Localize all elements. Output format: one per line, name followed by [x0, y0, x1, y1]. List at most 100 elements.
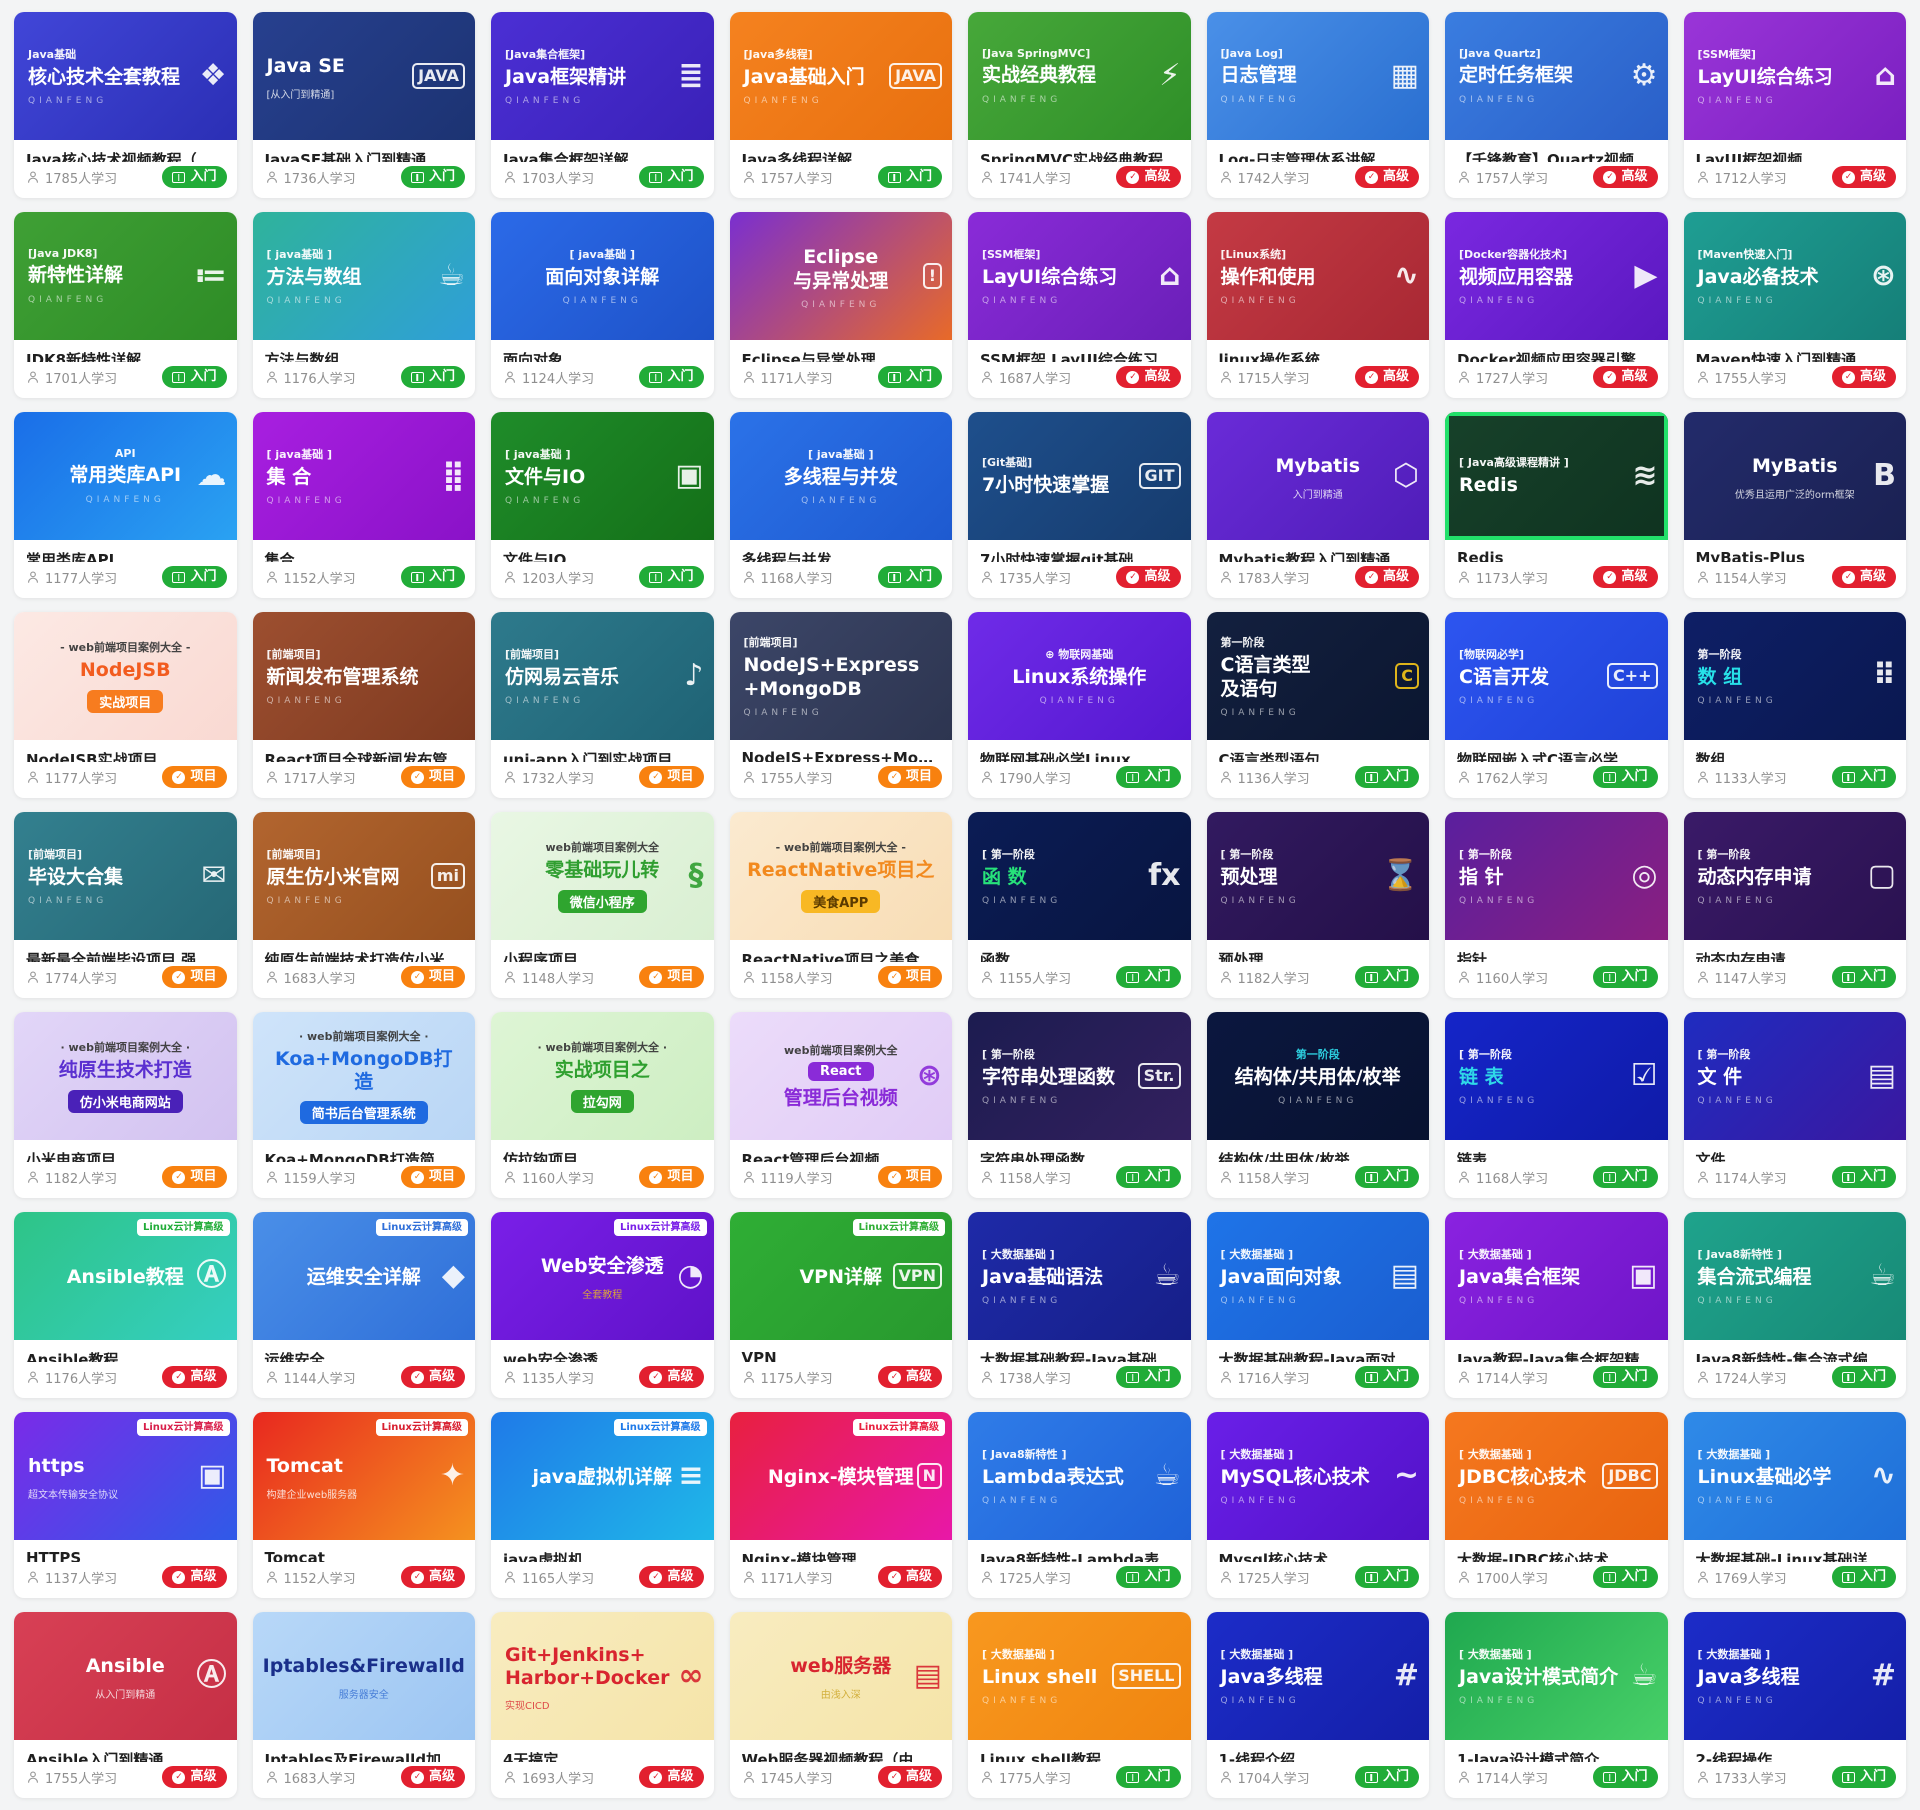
course-thumbnail[interactable]: # [ 大数据基础 ] Java多线程 QIANFENG [1206, 1612, 1429, 1740]
course-title[interactable]: 预处理 [1218, 951, 1264, 963]
course-title[interactable]: Ansible入门到精通 [26, 1751, 164, 1763]
course-thumbnail[interactable]: ▤ [ 大数据基础 ] Java面向对象 QIANFENG [1206, 1212, 1429, 1340]
course-card[interactable]: mi [前端项目] 原生仿小米官网 QIANFENG 纯原生前端技术打造仿小米电… [252, 812, 475, 998]
course-title[interactable]: 字符串处理函数 [980, 1151, 1086, 1163]
course-thumbnail[interactable]: ⌂ [SSM框架] LayUI综合练习 QIANFENG [1683, 12, 1906, 140]
course-card[interactable]: Linux云计算高级 ◆ 运维安全详解 运维安全 1144人学习 ✓ 高级 [252, 1212, 475, 1398]
course-thumbnail[interactable]: C++ [物联网必学] C语言开发 QIANFENG [1445, 612, 1668, 740]
course-thumbnail[interactable]: ▦ [Java Log] 日志管理 QIANFENG [1206, 12, 1429, 140]
course-title[interactable]: MyBatis-Plus [1695, 549, 1805, 563]
course-card[interactable]: ! Eclipse 与异常处理 QIANFENG Eclipse与异常处理 11… [729, 212, 952, 398]
course-card[interactable]: Linux云计算高级 ✦ Tomcat 构建企业web服务器 Tomcat 11… [252, 1412, 475, 1598]
course-thumbnail[interactable]: ⣿ [ java基础 ] 集 合 QIANFENG [252, 412, 475, 540]
course-title[interactable]: Redis [1457, 549, 1504, 563]
course-thumbnail[interactable]: mi [前端项目] 原生仿小米官网 QIANFENG [252, 812, 475, 940]
course-title[interactable]: HTTPS [26, 1549, 82, 1563]
course-thumbnail[interactable]: ☕ [ 大数据基础 ] Java基础语法 QIANFENG [968, 1212, 1191, 1340]
course-title[interactable]: 文件 [1695, 1151, 1726, 1163]
course-card[interactable]: ⌂ [SSM框架] LayUI综合练习 QIANFENG SSM框架 LayUI… [968, 212, 1191, 398]
course-title[interactable]: 7小时快速掌握git基础 [980, 551, 1134, 563]
course-title[interactable]: web安全渗透 [503, 1351, 598, 1363]
course-card[interactable]: ≣ [Java集合框架] Java框架精讲 QIANFENG Java集合框架详… [491, 12, 714, 198]
course-card[interactable]: ⣿ [ java基础 ] 集 合 QIANFENG 集合 1152人学习 入门 [252, 412, 475, 598]
course-title[interactable]: 2-线程操作 [1695, 1751, 1773, 1763]
course-thumbnail[interactable]: ▤ web服务器 由浅入深 [729, 1612, 952, 1740]
course-title[interactable]: 动态内存申请 [1695, 951, 1786, 963]
course-title[interactable]: VPN [741, 1349, 777, 1363]
course-card[interactable]: § web前端项目案例大全 零基础玩儿转 微信小程序 小程序项目 1148人学习… [491, 812, 714, 998]
course-thumbnail[interactable]: ⊛ web前端项目案例大全 管理后台视频 React [729, 1012, 952, 1140]
course-card[interactable]: Linux云计算高级 N Nginx-模块管理 Nginx-模块管理 1171人… [729, 1412, 952, 1598]
course-thumbnail[interactable]: ⊛ [Maven快速入门] Java必备技术 QIANFENG [1683, 212, 1906, 340]
course-card[interactable]: fx [ 第一阶段 函 数 QIANFENG 函数 1155人学习 入门 [968, 812, 1191, 998]
course-thumbnail[interactable]: · web前端项目案例大全 · 纯原生技术打造 仿小米电商网站 [14, 1012, 237, 1140]
course-card[interactable]: ☕ [ Java8新特性 ] Lambda表达式 QIANFENG Java8新… [968, 1412, 1191, 1598]
course-card[interactable]: ∿ [ 大数据基础 ] Linux基础必学 QIANFENG 大数据基础-Lin… [1683, 1412, 1906, 1598]
course-title[interactable]: 数组 [1695, 751, 1726, 763]
course-card[interactable]: - web前端项目案例大全 - ReactNative项目之 美食APP Rea… [729, 812, 952, 998]
course-title[interactable]: Web服务器视频教程（由浅入... [741, 1751, 953, 1763]
course-thumbnail[interactable]: ⚡ [Java SpringMVC] 实战经典教程 QIANFENG [968, 12, 1191, 140]
course-card[interactable]: · web前端项目案例大全 · 纯原生技术打造 仿小米电商网站 小米电商项目 1… [14, 1012, 237, 1198]
course-thumbnail[interactable]: ♪ [前端项目] 仿网易云音乐 QIANFENG [491, 612, 714, 740]
course-thumbnail[interactable]: ▤ [ 第一阶段 文 件 QIANFENG [1683, 1012, 1906, 1140]
course-thumbnail[interactable]: ⌛ [ 第一阶段 预处理 QIANFENG [1206, 812, 1429, 940]
course-thumbnail[interactable]: Linux云计算高级 ✦ Tomcat 构建企业web服务器 [252, 1412, 475, 1540]
course-title[interactable]: Java核心技术视频教程（全套） [26, 151, 237, 163]
course-title[interactable]: 仿拉钩项目 [503, 1151, 579, 1163]
course-card[interactable]: Linux云计算高级 Ⓐ Ansible教程 Ansible教程 1176人学习… [14, 1212, 237, 1398]
course-title[interactable]: Java教程-Java集合框架精讲（... [1457, 1351, 1668, 1363]
course-title[interactable]: 大数据基础教程-Java面对象编程 [1218, 1351, 1430, 1363]
course-card[interactable]: ▦ [Java Log] 日志管理 QIANFENG Log-日志管理体系讲解 … [1206, 12, 1429, 198]
course-thumbnail[interactable]: Linux云计算高级 ▣ https 超文本传输安全协议 [14, 1412, 237, 1540]
course-thumbnail[interactable]: [前端项目] 新闻发布管理系统 QIANFENG [252, 612, 475, 740]
course-title[interactable]: C语言类型语句 [1218, 751, 1320, 763]
course-title[interactable]: Tomcat [264, 1549, 325, 1563]
course-card[interactable]: ☕ [ Java8新特性 ] 集合流式编程 QIANFENG Java8新特性-… [1683, 1212, 1906, 1398]
course-title[interactable]: 物联网嵌入式C语言必学 [1457, 751, 1619, 763]
course-card[interactable]: ▤ [ 大数据基础 ] Java面向对象 QIANFENG 大数据基础教程-Ja… [1206, 1212, 1430, 1398]
course-thumbnail[interactable]: GIT [Git基础] 7小时快速掌握 [968, 412, 1191, 540]
course-thumbnail[interactable]: · web前端项目案例大全 · Koa+MongoDB打造 简书后台管理系统 [252, 1012, 475, 1140]
course-thumbnail[interactable]: C 第一阶段 C语言类型 及语句 QIANFENG [1206, 612, 1429, 740]
course-card[interactable]: ▢ [ 第一阶段 动态内存申请 QIANFENG 动态内存申请 1147人学习 … [1683, 812, 1906, 998]
course-thumbnail[interactable]: JAVA [Java多线程] Java基础入门 QIANFENG [729, 12, 952, 140]
course-thumbnail[interactable]: ▢ [ 第一阶段 动态内存申请 QIANFENG [1683, 812, 1906, 940]
course-card[interactable]: ⠿ 第一阶段 数 组 QIANFENG 数组 1133人学习 入门 [1683, 612, 1906, 798]
course-card[interactable]: ≋ [ Java高级课程精讲 ] Redis Redis 1173人学习 ✓ 高… [1445, 412, 1668, 598]
course-thumbnail[interactable]: 第一阶段 结构体/共用体/枚举 QIANFENG [1206, 1012, 1429, 1140]
course-thumbnail[interactable]: [ java基础 ] 面向对象详解 QIANFENG [491, 212, 714, 340]
course-card[interactable]: ▤ web服务器 由浅入深 Web服务器视频教程（由浅入... 1745人学习 … [729, 1612, 953, 1798]
course-card[interactable]: · web前端项目案例大全 · 实战项目之 拉勾网 仿拉钩项目 1160人学习 … [491, 1012, 714, 1198]
course-title[interactable]: 面向对象 [503, 351, 564, 363]
course-title[interactable]: 4天搞定... [503, 1751, 576, 1763]
course-card[interactable]: ☕ [ java基础 ] 方法与数组 QIANFENG 方法与数组 1176人学… [252, 212, 475, 398]
course-title[interactable]: 运维安全 [264, 1351, 325, 1363]
course-thumbnail[interactable]: Linux云计算高级 N Nginx-模块管理 [729, 1412, 952, 1540]
course-title[interactable]: React项目全球新闻发布管理系统 [264, 751, 476, 763]
course-thumbnail[interactable]: ◎ [ 第一阶段 指 针 QIANFENG [1445, 812, 1668, 940]
course-card[interactable]: ⊛ [Maven快速入门] Java必备技术 QIANFENG Maven快速入… [1683, 212, 1906, 398]
course-card[interactable]: C++ [物联网必学] C语言开发 QIANFENG 物联网嵌入式C语言必学 1… [1445, 612, 1668, 798]
course-thumbnail[interactable]: ∿ [Linux系统] 操作和使用 QIANFENG [1206, 212, 1429, 340]
course-title[interactable]: Maven快速入门到精通 [1695, 351, 1857, 363]
course-card[interactable]: ⚙ [Java Quartz] 定时任务框架 QIANFENG 【千锋教育】Qu… [1445, 12, 1668, 198]
course-card[interactable]: Linux云计算高级 ▣ https 超文本传输安全协议 HTTPS 1137人… [14, 1412, 237, 1598]
course-card[interactable]: ✉ [前端项目] 毕设大合集 QIANFENG 最新最全前端毕设项目 强烈建..… [14, 812, 237, 998]
course-thumbnail[interactable]: ⌂ [SSM框架] LayUI综合练习 QIANFENG [968, 212, 1191, 340]
course-thumbnail[interactable]: Iptables&Firewalld 服务器安全 [252, 1612, 475, 1740]
course-card[interactable]: · web前端项目案例大全 · Koa+MongoDB打造 简书后台管理系统 K… [252, 1012, 475, 1198]
course-thumbnail[interactable]: - web前端项目案例大全 - ReactNative项目之 美食APP [729, 812, 952, 940]
course-title[interactable]: 多线程与并发 [741, 551, 832, 563]
course-thumbnail[interactable]: Linux云计算高级 VPN VPN详解 [729, 1212, 952, 1340]
course-thumbnail[interactable]: ▶ [Docker容器化技术] 视频应用容器 QIANFENG [1445, 212, 1668, 340]
course-title[interactable]: Eclipse与异常处理 [741, 351, 876, 363]
course-card[interactable]: Linux云计算高级 ≡ java虚拟机详解 java虚拟机 1165人学习 ✓… [491, 1412, 714, 1598]
course-card[interactable]: ⊕ 物联网基础 Linux系统操作 QIANFENG 物联网基础必学Linux … [968, 612, 1191, 798]
course-title[interactable]: 指针 [1457, 951, 1488, 963]
course-title[interactable]: SpringMVC实战经典教程 [980, 151, 1164, 163]
course-card[interactable]: ◎ [ 第一阶段 指 针 QIANFENG 指针 1160人学习 入门 [1445, 812, 1668, 998]
course-title[interactable]: 1-线程介绍 [1218, 1751, 1296, 1763]
course-title[interactable]: 常用类库API [26, 551, 115, 563]
course-card[interactable]: ❖ Java基础 核心技术全套教程 QIANFENG Java核心技术视频教程（… [14, 12, 237, 198]
